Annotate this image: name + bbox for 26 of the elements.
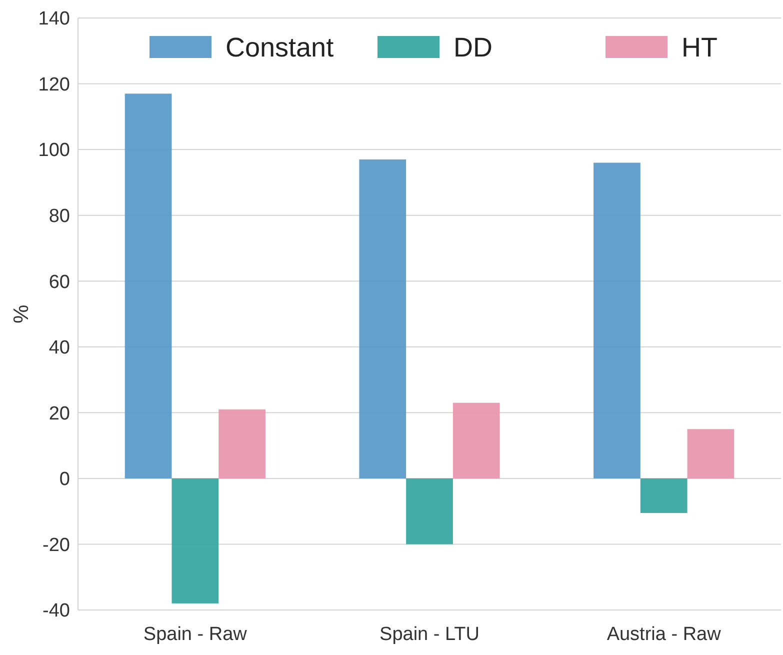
bar bbox=[687, 429, 734, 478]
x-tick-label: Spain - LTU bbox=[380, 624, 480, 645]
bar bbox=[406, 478, 453, 544]
bar bbox=[640, 478, 688, 513]
legend-label: Constant bbox=[226, 32, 334, 62]
legend-label: DD bbox=[454, 32, 492, 62]
y-tick-label: 40 bbox=[48, 338, 70, 359]
y-tick-label: 80 bbox=[48, 206, 70, 227]
y-axis-title: % bbox=[10, 304, 33, 324]
bar bbox=[172, 478, 219, 604]
y-tick-label: 120 bbox=[38, 74, 70, 96]
y-tick-label: 60 bbox=[48, 272, 70, 293]
x-tick-label: Austria - Raw bbox=[606, 624, 722, 645]
bar bbox=[452, 402, 500, 478]
bar bbox=[359, 159, 406, 478]
y-tick-label: -40 bbox=[42, 600, 70, 622]
y-tick-label: 0 bbox=[59, 469, 70, 490]
y-tick-label: 100 bbox=[38, 140, 70, 162]
y-tick-label: -20 bbox=[42, 534, 70, 556]
bar bbox=[124, 94, 172, 478]
bar bbox=[594, 162, 640, 478]
y-tick-label: 140 bbox=[38, 8, 70, 30]
legend-label: HT bbox=[682, 32, 718, 62]
bar bbox=[218, 409, 266, 478]
y-tick-label: 20 bbox=[48, 403, 70, 424]
x-tick-label: Spain - Raw bbox=[143, 624, 248, 645]
